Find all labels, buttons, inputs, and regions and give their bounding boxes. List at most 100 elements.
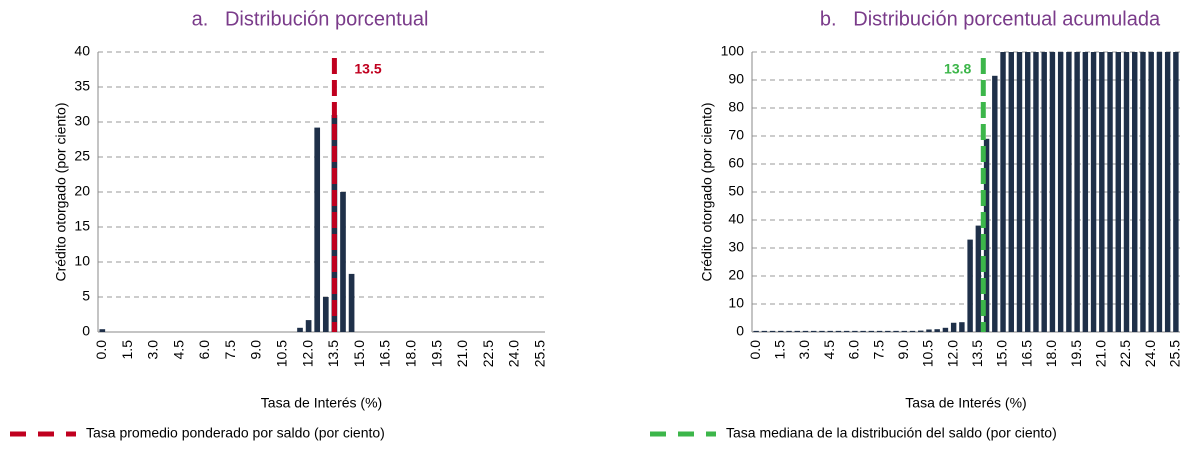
bar: [305, 320, 312, 332]
y-tick-label: 60: [728, 155, 744, 171]
x-tick-label: 4.5: [170, 340, 186, 360]
x-tick-label: 1.5: [772, 340, 788, 360]
x-tick-label: 7.5: [222, 340, 238, 360]
bar: [860, 330, 866, 332]
x-tick-label: 24.0: [506, 340, 522, 367]
y-tick-label: 40: [728, 211, 744, 227]
y-tick-label: 30: [728, 239, 744, 255]
bar: [819, 330, 825, 332]
reference-label: 13.5: [354, 61, 381, 77]
bar: [1082, 52, 1089, 332]
bar: [934, 329, 940, 332]
bar: [1107, 52, 1113, 332]
bar: [950, 322, 957, 332]
x-tick-label: 15.0: [994, 340, 1010, 367]
y-tick-label: 100: [721, 43, 745, 59]
bar: [1173, 52, 1179, 332]
legend-label: Tasa mediana de la distribución del sald…: [726, 425, 1057, 441]
y-axis-label: Crédito otorgado (por ciento): [53, 103, 69, 282]
x-tick-label: 22.5: [480, 340, 496, 367]
y-tick-label: 15: [74, 218, 90, 234]
x-tick-label: 18.0: [402, 340, 418, 367]
bar: [827, 330, 833, 332]
x-tick-label: 6.0: [846, 340, 862, 360]
x-tick-label: 9.0: [248, 340, 264, 360]
bar: [843, 330, 850, 332]
x-tick-label: 3.0: [145, 340, 161, 360]
x-axis-label: Tasa de Interés (%): [905, 395, 1026, 411]
x-tick-label: 0.0: [747, 340, 763, 360]
x-tick-label: 19.5: [428, 340, 444, 367]
bar: [314, 127, 321, 332]
bar: [852, 330, 858, 332]
bar: [1016, 52, 1023, 332]
bar: [778, 330, 784, 332]
y-tick-label: 10: [728, 295, 744, 311]
x-tick-label: 19.5: [1068, 340, 1084, 367]
bar: [1090, 52, 1097, 332]
bar: [1115, 52, 1121, 332]
bar: [761, 330, 768, 332]
bar: [1140, 52, 1146, 332]
y-tick-label: 50: [728, 183, 744, 199]
x-tick-label: 18.0: [1043, 340, 1059, 367]
x-tick-label: 6.0: [196, 340, 212, 360]
bar: [802, 330, 809, 332]
x-tick-label: 3.0: [796, 340, 812, 360]
x-tick-label: 4.5: [821, 340, 837, 360]
bar: [794, 330, 800, 332]
bar: [1156, 52, 1163, 332]
x-tick-label: 0.0: [93, 340, 109, 360]
legend-label: Tasa promedio ponderado por saldo (por c…: [86, 425, 385, 441]
bar: [99, 329, 106, 332]
bar: [322, 297, 329, 332]
bar: [835, 330, 842, 332]
y-tick-label: 25: [74, 148, 90, 164]
y-axis-label: Crédito otorgado (por ciento): [699, 103, 715, 282]
bar: [959, 322, 965, 332]
bar: [297, 327, 303, 332]
y-tick-label: 10: [74, 253, 90, 269]
x-tick-label: 25.5: [531, 340, 547, 367]
x-axis-label: Tasa de Interés (%): [261, 395, 382, 411]
x-tick-label: 10.5: [274, 340, 290, 367]
y-tick-label: 90: [728, 71, 744, 87]
bar: [811, 330, 817, 332]
x-tick-label: 15.0: [351, 340, 367, 367]
bar: [868, 330, 875, 332]
x-tick-label: 12.0: [299, 340, 315, 367]
bar: [1132, 52, 1138, 332]
y-tick-label: 0: [82, 323, 90, 339]
x-tick-label: 12.0: [944, 340, 960, 367]
x-tick-label: 21.0: [1093, 340, 1109, 367]
reference-label: 13.8: [944, 61, 971, 77]
y-tick-label: 20: [728, 267, 744, 283]
y-tick-label: 0: [736, 323, 744, 339]
bar: [1008, 52, 1014, 332]
bar: [1025, 52, 1031, 332]
bar: [1123, 52, 1130, 332]
y-tick-label: 80: [728, 99, 744, 115]
bar: [1041, 52, 1047, 332]
y-tick-label: 5: [82, 288, 90, 304]
bar: [1148, 52, 1154, 332]
chart-title: b. Distribución porcentual acumulada: [820, 8, 1161, 30]
y-tick-label: 40: [74, 43, 90, 59]
bar: [918, 330, 924, 332]
x-tick-label: 16.5: [1018, 340, 1034, 367]
bar: [893, 330, 899, 332]
bar: [340, 192, 346, 332]
bar: [967, 239, 973, 332]
bar: [983, 138, 990, 332]
bar: [926, 329, 932, 332]
bar: [876, 330, 883, 332]
x-tick-label: 10.5: [920, 340, 936, 367]
bar: [1164, 52, 1171, 332]
x-tick-label: 13.5: [325, 340, 341, 367]
bar: [1066, 52, 1072, 332]
bar: [1000, 52, 1006, 332]
bar: [1099, 52, 1105, 332]
bar: [1057, 52, 1064, 332]
x-tick-label: 21.0: [454, 340, 470, 367]
